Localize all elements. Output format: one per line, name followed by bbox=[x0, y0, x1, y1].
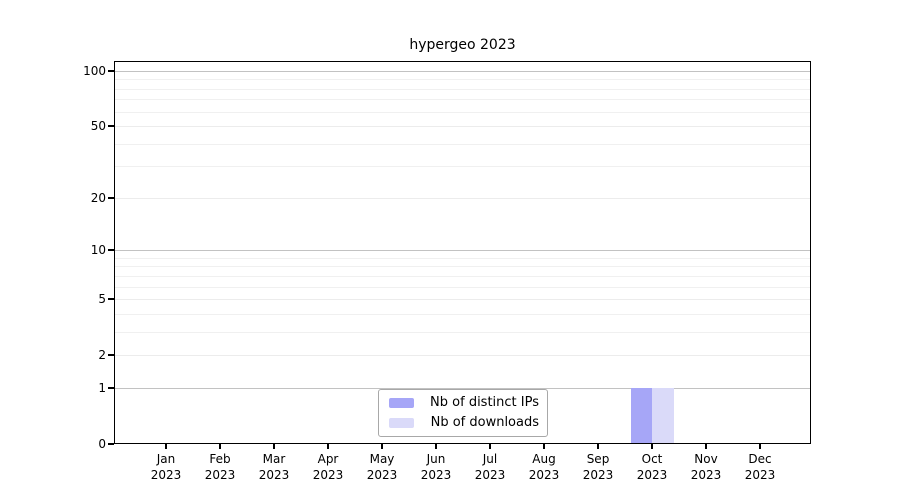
legend-swatch-distinct-ips-icon bbox=[389, 398, 414, 408]
x-axis-tick-label: Feb 2023 bbox=[204, 452, 236, 482]
minor-gridline bbox=[114, 79, 811, 81]
x-axis-tick bbox=[651, 444, 653, 449]
x-axis-tick-label: May 2023 bbox=[366, 452, 398, 482]
plot-area bbox=[114, 61, 811, 444]
legend: Nb of distinct IPs Nb of downloads bbox=[378, 389, 548, 437]
chart-title: hypergeo 2023 bbox=[409, 37, 516, 53]
x-axis-tick-label: Mar 2023 bbox=[258, 452, 290, 482]
x-axis-tick-label: Aug 2023 bbox=[528, 452, 560, 482]
x-axis-tick-label: Sep 2023 bbox=[582, 452, 614, 482]
y-axis-tick-label: 5 bbox=[98, 292, 106, 307]
minor-gridline bbox=[114, 331, 811, 333]
minor-gridline bbox=[114, 88, 811, 90]
legend-swatch-downloads-icon bbox=[389, 418, 414, 428]
x-axis-tick-label: Nov 2023 bbox=[690, 452, 722, 482]
x-axis-tick bbox=[489, 444, 491, 449]
y-axis-tick-label: 100 bbox=[83, 63, 106, 78]
minor-gridline bbox=[114, 143, 811, 145]
minor-gridline bbox=[114, 313, 811, 315]
x-axis-tick bbox=[381, 444, 383, 449]
x-axis-tick bbox=[273, 444, 275, 449]
x-axis-tick bbox=[759, 444, 761, 449]
x-axis-tick bbox=[597, 444, 599, 449]
x-axis-tick bbox=[705, 444, 707, 449]
x-axis-tick-label: Jan 2023 bbox=[150, 452, 182, 482]
x-axis-tick bbox=[543, 444, 545, 449]
y-axis-tick bbox=[108, 386, 114, 389]
bar-downloads bbox=[652, 387, 674, 444]
legend-label-distinct-ips: Nb of distinct IPs bbox=[430, 395, 539, 410]
x-axis-tick bbox=[219, 444, 221, 449]
minor-gridline bbox=[114, 257, 811, 259]
y-axis-tick-label: 10 bbox=[90, 243, 106, 258]
x-axis-tick bbox=[165, 444, 167, 449]
light-gridline bbox=[114, 299, 811, 301]
y-axis-tick-label: 0 bbox=[98, 437, 106, 451]
major-gridline bbox=[114, 250, 811, 252]
minor-gridline bbox=[114, 286, 811, 288]
y-axis-tick bbox=[108, 125, 114, 127]
minor-gridline bbox=[114, 166, 811, 168]
legend-label-downloads: Nb of downloads bbox=[430, 415, 539, 430]
major-gridline bbox=[114, 387, 811, 389]
x-axis-tick-label: Apr 2023 bbox=[312, 452, 344, 482]
y-axis-tick-label: 20 bbox=[90, 190, 106, 205]
light-gridline bbox=[114, 126, 811, 127]
y-axis-tick bbox=[108, 196, 114, 199]
minor-gridline bbox=[114, 99, 811, 101]
major-gridline bbox=[114, 70, 811, 72]
x-axis-tick bbox=[327, 444, 329, 449]
x-axis-tick-label: Jul 2023 bbox=[474, 452, 506, 482]
minor-gridline bbox=[114, 111, 811, 113]
x-axis-tick-label: Dec 2023 bbox=[744, 452, 776, 482]
y-axis-tick-label: 2 bbox=[98, 348, 106, 363]
minor-gridline bbox=[114, 266, 811, 268]
x-axis-tick bbox=[435, 444, 437, 449]
y-axis-tick bbox=[108, 249, 114, 252]
y-axis-tick bbox=[108, 443, 114, 445]
light-gridline bbox=[114, 197, 811, 199]
y-axis-tick-label: 50 bbox=[90, 119, 106, 133]
legend-item-distinct-ips: Nb of distinct IPs bbox=[389, 394, 539, 412]
y-axis-tick bbox=[108, 354, 114, 357]
minor-gridline bbox=[114, 275, 811, 277]
x-axis-tick-label: Oct 2023 bbox=[636, 452, 668, 482]
x-axis-tick-label: Jun 2023 bbox=[420, 452, 452, 482]
y-axis-tick-label: 1 bbox=[98, 380, 106, 395]
bar-distinct-ips bbox=[630, 387, 652, 444]
y-axis-tick bbox=[108, 69, 114, 72]
legend-item-downloads: Nb of downloads bbox=[389, 414, 539, 432]
light-gridline bbox=[114, 355, 811, 357]
y-axis-tick bbox=[108, 298, 114, 301]
